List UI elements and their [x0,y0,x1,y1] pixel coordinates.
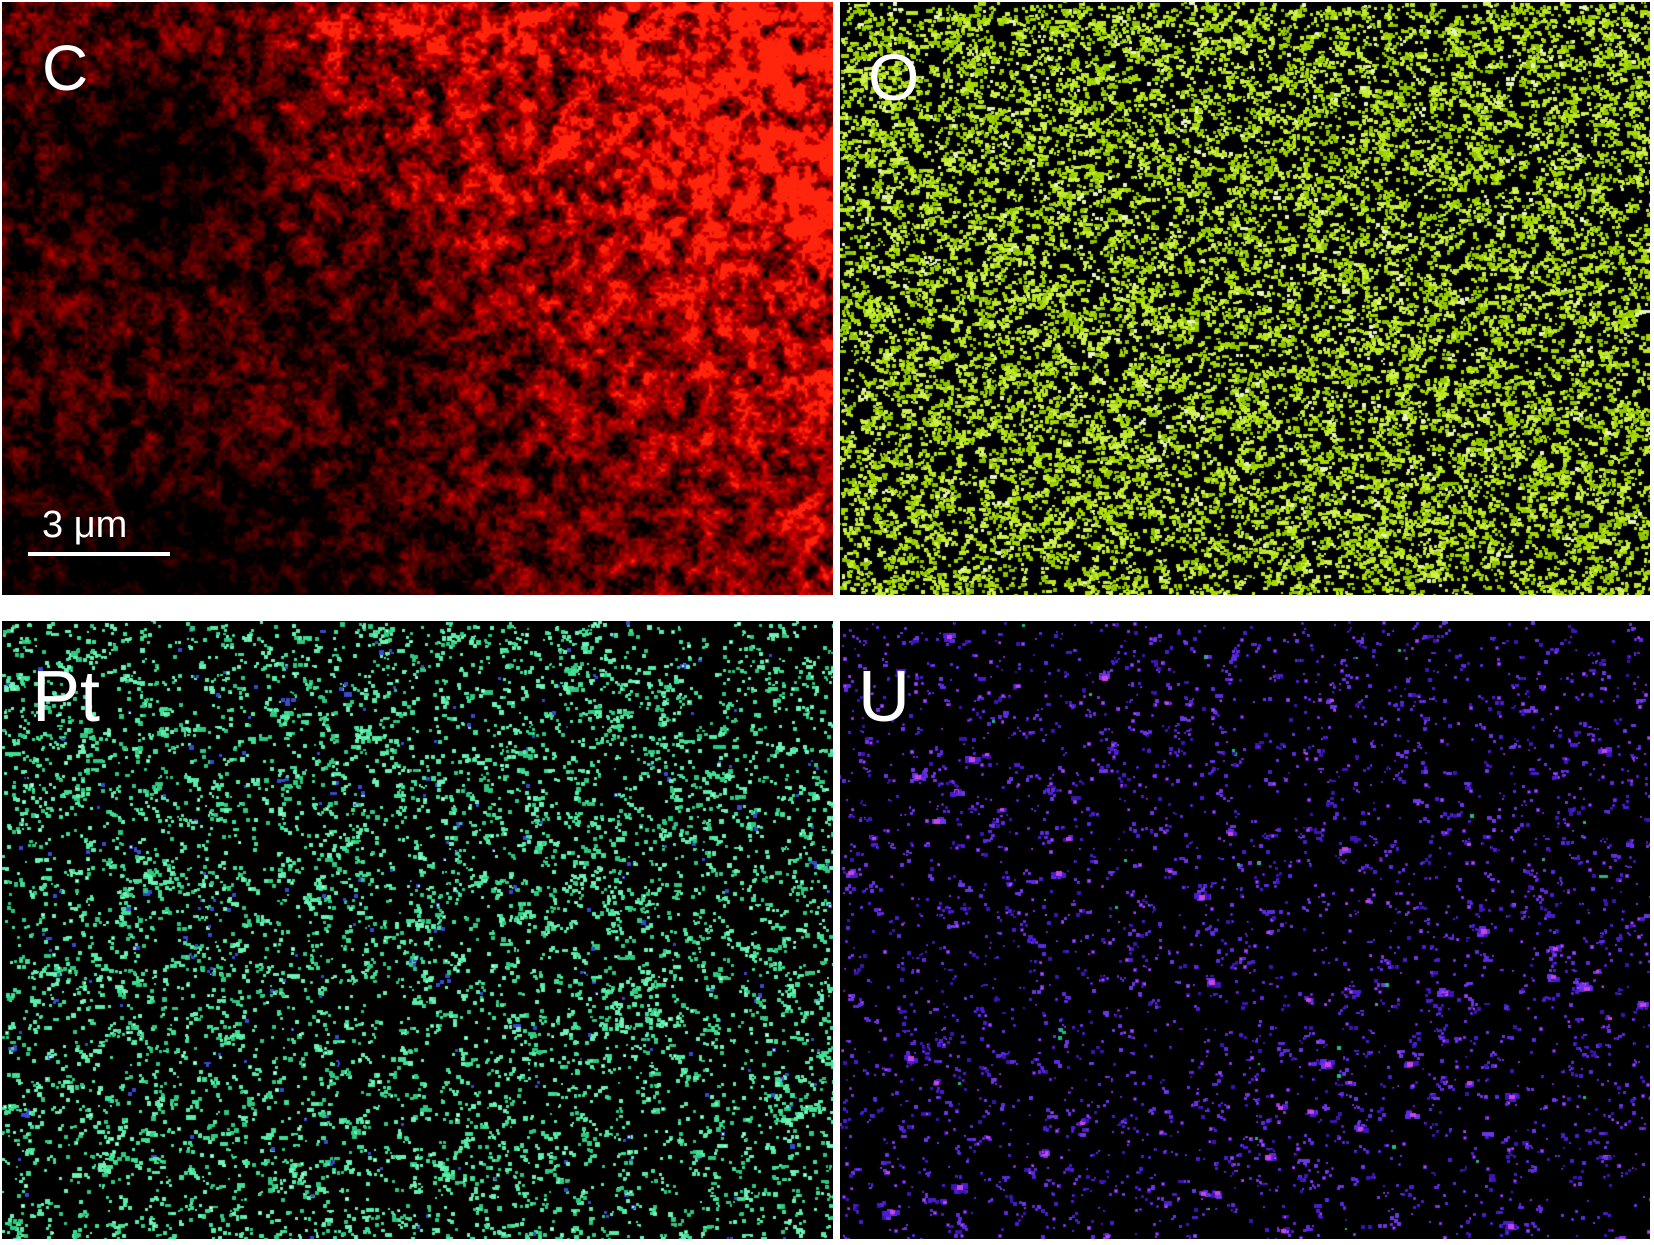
map-panel-oxygen: O [840,2,1650,595]
map-panel-platinum: Pt [2,621,833,1239]
scale-bar: 3 μm [28,506,170,556]
scale-bar-line [28,552,170,556]
uranium-map-canvas [840,621,1650,1239]
map-panel-uranium: U [840,621,1650,1239]
element-label-oxygen: O [868,40,920,114]
element-label-uranium: U [858,657,910,737]
element-label-carbon: C [42,32,89,104]
carbon-map-canvas [2,2,833,595]
scale-bar-label: 3 μm [42,504,128,546]
platinum-map-canvas [2,621,833,1239]
element-label-platinum: Pt [32,657,101,737]
map-panel-carbon: C 3 μm [2,2,833,595]
oxygen-map-canvas [840,2,1650,595]
